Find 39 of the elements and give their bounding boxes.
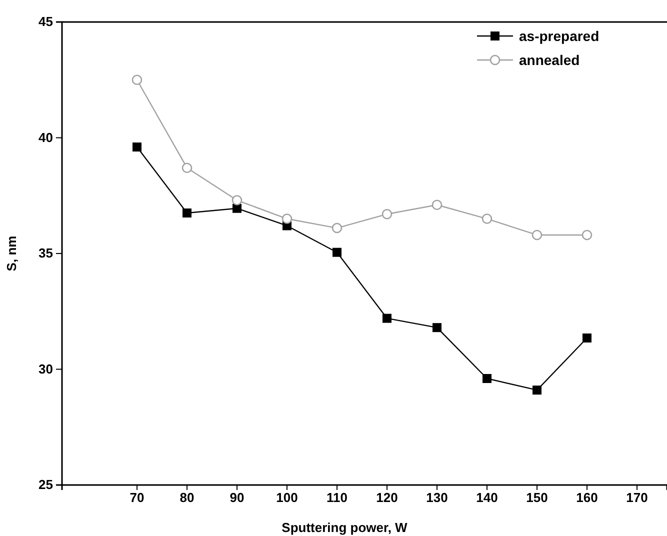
legend-label: as-prepared [519,28,600,44]
y-tick-label: 40 [38,130,53,145]
point [232,195,242,206]
point [532,230,542,240]
point [432,200,442,210]
x-tick-label: 80 [180,490,194,506]
x-tick-label: 110 [326,490,348,506]
point [432,323,442,332]
y-axis-title: S, nm [4,236,19,272]
legend-label: annealed [519,52,580,68]
point [482,374,492,384]
point [132,74,142,86]
x-tick-label: 100 [276,490,298,506]
point [382,314,392,323]
x-tick-label: 150 [526,490,548,506]
x-tick-label: 170 [626,490,648,506]
point [232,204,242,213]
x-tick-label: 160 [576,490,598,506]
x-tick-label: 140 [476,490,498,506]
point [382,208,392,220]
y-tick-label: 25 [38,477,53,492]
y-tick-label: 35 [38,246,53,261]
point [182,208,192,218]
point [482,214,492,224]
point [282,214,292,224]
point [132,142,142,152]
point [182,162,192,173]
point [532,386,542,395]
y-tick-label: 30 [38,361,53,376]
y-tick-label: 45 [38,14,53,30]
x-tick-label: 70 [130,490,144,506]
x-tick-label: 120 [376,490,398,506]
x-axis-title: Sputtering power, W [282,520,408,535]
x-tick-label: 90 [230,490,244,506]
point [332,222,342,234]
point [582,230,592,240]
x-tick-label: 130 [426,490,448,506]
point [332,248,342,257]
point [582,333,592,342]
